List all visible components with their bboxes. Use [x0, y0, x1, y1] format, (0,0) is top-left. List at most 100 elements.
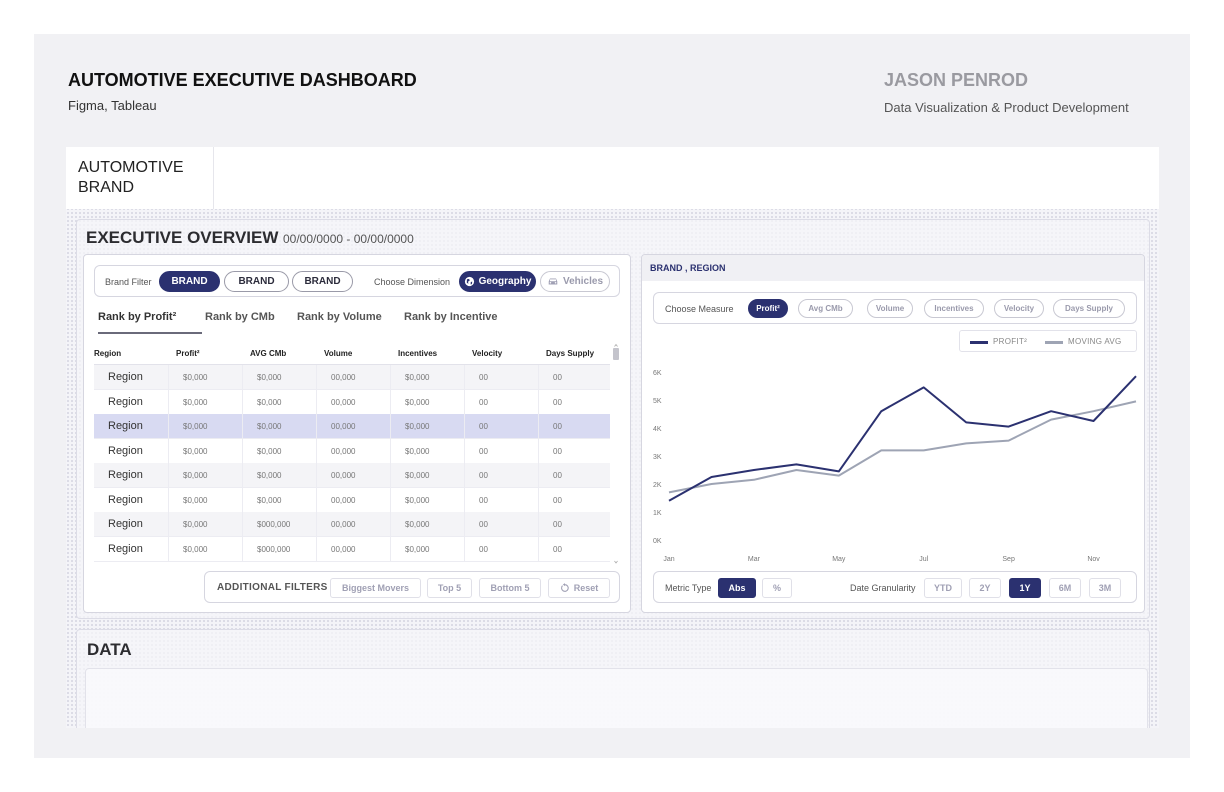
table-cell: 00 [538, 536, 610, 562]
brand-filter-3[interactable]: BRAND [292, 271, 353, 292]
table-cell: $0,000 [168, 414, 242, 439]
table-cell: 00 [464, 536, 538, 562]
table-cell: 00 [538, 463, 610, 488]
brand-filter-row: Brand Filter BRAND BRAND BRAND Choose Di… [94, 265, 620, 297]
brand-filter-1[interactable]: BRAND [159, 271, 220, 292]
trend-card-header: BRAND , REGION [642, 255, 1144, 281]
granularity-6m[interactable]: 6M [1049, 578, 1081, 598]
table-cell: $0,000 [168, 463, 242, 488]
table-cell: $0,000 [242, 389, 316, 415]
table-cell: 00 [464, 389, 538, 415]
legend-label-moving-avg: MOVING AVG [1068, 337, 1122, 346]
measure-profit[interactable]: Profit² [748, 299, 788, 318]
slide-background: AUTOMOTIVE EXECUTIVE DASHBOARD Figma, Ta… [34, 34, 1190, 758]
table-row[interactable]: Region $0,000 $0,000 00,000 $0,000 00 00 [94, 414, 610, 439]
tab-rank-by-incentive[interactable]: Rank by Incentive [404, 311, 498, 323]
table-cell: $0,000 [390, 438, 464, 464]
x-tick-label: Mar [748, 556, 761, 563]
measure-avg-cmb[interactable]: Avg CMb [798, 299, 853, 318]
granularity-2y[interactable]: 2Y [969, 578, 1001, 598]
granularity-3m[interactable]: 3M [1089, 578, 1121, 598]
table-row[interactable]: Region $0,000 $0,000 00,000 $0,000 00 00 [94, 487, 610, 513]
table-cell: 00 [464, 463, 538, 488]
series-line-profit[interactable] [668, 375, 1137, 502]
table-cell: $0,000 [168, 365, 242, 390]
brand-filter-label: Brand Filter [105, 277, 152, 287]
brand-filter-2[interactable]: BRAND [224, 271, 289, 292]
car-icon [548, 278, 558, 285]
series-line-moving-avg[interactable] [668, 400, 1137, 494]
additional-filters-label: ADDITIONAL FILTERS [217, 582, 328, 593]
granularity-1y[interactable]: 1Y [1009, 578, 1041, 598]
y-tick-label: 1K [653, 510, 662, 517]
bottom-5-button[interactable]: Bottom 5 [479, 578, 541, 598]
measure-days-supply[interactable]: Days Supply [1053, 299, 1125, 318]
region-cell: Region [108, 518, 143, 530]
choose-dimension-label: Choose Dimension [374, 277, 451, 287]
tab-rank-by-volume[interactable]: Rank by Volume [297, 311, 382, 323]
table-cell: 00 [538, 389, 610, 415]
metric-abs-button[interactable]: Abs [718, 578, 756, 598]
top-5-button[interactable]: Top 5 [427, 578, 472, 598]
table-cell: $0,000 [390, 512, 464, 537]
table-row[interactable]: Region $0,000 $0,000 00,000 $0,000 00 00 [94, 463, 610, 488]
dimension-geography-button[interactable]: Geography [459, 271, 536, 292]
table-cell: 00 [538, 414, 610, 439]
table-scrollbar[interactable] [613, 343, 619, 565]
table-cell: $0,000 [242, 365, 316, 390]
scroll-thumb[interactable] [613, 348, 619, 360]
ranking-card: Brand Filter BRAND BRAND BRAND Choose Di… [83, 254, 631, 613]
table-cell: 00 [464, 414, 538, 439]
case-subtitle: Figma, Tableau [68, 98, 157, 113]
y-tick-label: 6K [653, 370, 662, 377]
region-cell: Region [108, 444, 143, 457]
table-row[interactable]: Region $0,000 $0,000 00,000 $0,000 00 00 [94, 365, 610, 390]
additional-filters-row: ADDITIONAL FILTERS Biggest Movers Top 5 … [204, 571, 620, 603]
column-header-velocity[interactable]: Velocity [472, 349, 503, 358]
region-cell: Region [108, 469, 143, 481]
brand-filter-3-label: BRAND [304, 276, 341, 287]
table-cell: 00 [538, 365, 610, 390]
region-cell: Region [108, 542, 143, 555]
table-row[interactable]: Region $0,000 $000,000 00,000 $0,000 00 00 [94, 536, 610, 562]
overview-title: EXECUTIVE OVERVIEW [86, 228, 279, 247]
table-cell: 00,000 [316, 414, 390, 439]
table-cell: $0,000 [242, 438, 316, 464]
y-tick-label: 0K [653, 538, 662, 545]
table-cell: $0,000 [242, 487, 316, 513]
tab-rank-by-profit[interactable]: Rank by Profit² [98, 311, 177, 323]
reset-button[interactable]: Reset [548, 578, 610, 598]
column-header-region[interactable]: Region [94, 349, 122, 358]
measure-velocity[interactable]: Velocity [994, 299, 1044, 318]
column-header-days-supply[interactable]: Days Supply [546, 349, 595, 358]
region-cell: Region [108, 493, 143, 506]
granularity-ytd[interactable]: YTD [924, 578, 962, 598]
measure-incentives[interactable]: Incentives [924, 299, 984, 318]
brand-filter-2-label: BRAND [238, 276, 275, 287]
biggest-movers-button[interactable]: Biggest Movers [330, 578, 421, 598]
data-panel: DATA [76, 629, 1150, 728]
region-cell: Region [108, 395, 143, 408]
table-cell: $0,000 [390, 536, 464, 562]
table-cell: 00 [464, 438, 538, 464]
brand-tab[interactable]: AUTOMOTIVE BRAND [66, 147, 214, 209]
column-header-avg-cmb[interactable]: AVG CMb [250, 349, 287, 358]
table-row[interactable]: Region $0,000 $000,000 00,000 $0,000 00 00 [94, 512, 610, 537]
tab-rank-by-cmb[interactable]: Rank by CMb [205, 311, 275, 323]
metric-percent-button[interactable]: % [762, 578, 792, 598]
dimension-vehicles-button[interactable]: Vehicles [540, 271, 610, 292]
dimension-geography-label: Geography [478, 276, 532, 287]
column-header-volume[interactable]: Volume [324, 349, 353, 358]
table-row[interactable]: Region $0,000 $0,000 00,000 $0,000 00 00 [94, 438, 610, 464]
author-name: JASON PENROD [884, 70, 1029, 90]
table-cell: 00 [538, 487, 610, 513]
measure-volume[interactable]: Volume [867, 299, 913, 318]
table-cell: 00 [464, 512, 538, 537]
table-row[interactable]: Region $0,000 $0,000 00,000 $0,000 00 00 [94, 389, 610, 415]
y-tick-label: 2K [653, 482, 662, 489]
table-cell: 00,000 [316, 536, 390, 562]
active-tab-underline [98, 332, 202, 334]
brand-filter-1-label: BRAND [171, 276, 208, 287]
column-header-profit[interactable]: Profit² [176, 349, 200, 358]
column-header-incentives[interactable]: Incentives [398, 349, 438, 358]
